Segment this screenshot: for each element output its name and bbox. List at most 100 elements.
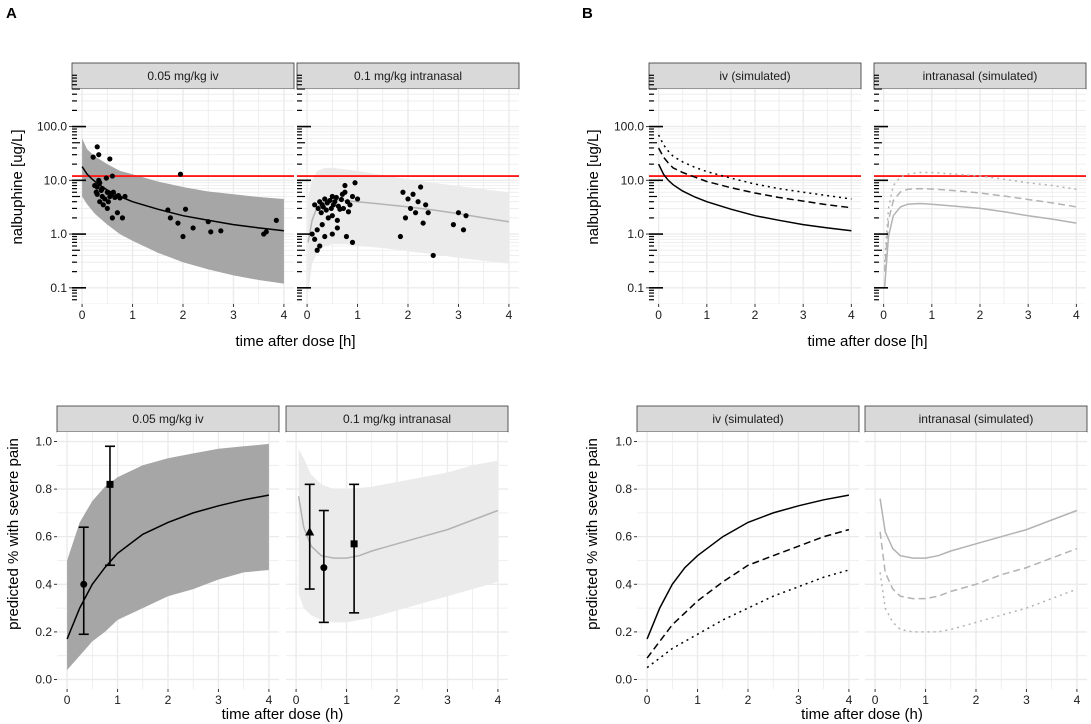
data-point (325, 215, 331, 221)
x-tick-label: 3 (795, 693, 802, 707)
x-tick-label: 0 (304, 308, 311, 322)
y-tick-label: 0.8 (615, 482, 632, 496)
facet-B_top-0: iv (simulated) 0 1 2 3 4 (648, 62, 862, 322)
data-point (119, 215, 126, 221)
data-point (340, 205, 347, 212)
chart-A_bottom: 0.05 mg/kg iv 0 1 2 3 4 0.1 mg/kg intranasal 0 1… (5, 405, 509, 723)
series-line-dashed (646, 528, 850, 659)
data-point (423, 202, 429, 208)
errorbar-point-triangle (305, 526, 315, 536)
data-point (342, 182, 348, 189)
data-point (405, 196, 411, 202)
data-point (96, 152, 102, 158)
data-point (218, 228, 224, 234)
data-layer (66, 443, 270, 670)
data-layer (297, 448, 499, 624)
series-line-dashed (657, 147, 852, 209)
facet-strip (285, 405, 509, 433)
x-axis-title: time after dose [h] (235, 333, 355, 350)
x-tick-label: 3 (1025, 308, 1032, 322)
data-point (312, 236, 318, 242)
data-point (99, 186, 105, 192)
data-point (107, 156, 113, 162)
gridlines (637, 432, 859, 689)
x-tick-label: 4 (1074, 693, 1081, 707)
x-tick-label: 1 (928, 308, 935, 322)
series-line-dotted (646, 569, 850, 669)
data-point (329, 231, 335, 237)
chart-A_top: 0.05 mg/kg iv 0 1 2 3 4 0.1 mg/kg intranasal 0 1… (9, 62, 520, 350)
data-point (333, 194, 339, 201)
data-point (97, 180, 103, 186)
x-tick-label: 4 (1073, 308, 1080, 322)
data-point (349, 239, 356, 245)
x-tick-label: 2 (977, 308, 984, 322)
data-point (338, 196, 344, 203)
y-tick-label: 0.2 (615, 625, 632, 639)
facet-B_bottom-0: iv (simulated) 0 1 2 3 4 (636, 405, 860, 707)
x-tick-label: 1 (694, 693, 701, 707)
data-point (102, 196, 108, 202)
data-point (263, 229, 269, 235)
facet-strip-label: 0.1 mg/kg intranasal (343, 412, 451, 426)
x-tick-label: 1 (343, 693, 350, 707)
data-point (334, 217, 340, 223)
y-tick-label: 100.0 (614, 120, 644, 134)
series-line-dotted (883, 171, 1077, 263)
y-tick-label: 0.4 (615, 577, 632, 591)
x-tick-label: 3 (215, 693, 222, 707)
data-point (322, 196, 328, 202)
x-tick-label: 2 (394, 693, 401, 707)
facet-B_bottom-1: intranasal (simulated) 0 1 2 3 4 (864, 405, 1088, 707)
y-tick-label: 1.0 (627, 227, 644, 241)
y-tick-label: 0.4 (35, 577, 52, 591)
x-tick-label: 2 (973, 693, 980, 707)
data-point (347, 202, 353, 208)
data-point (322, 233, 328, 240)
data-point (315, 205, 321, 212)
data-point (205, 219, 211, 225)
facet-strip-label: 0.1 mg/kg intranasal (354, 69, 462, 83)
errorbar-point-square (106, 480, 114, 488)
x-tick-label: 0 (293, 693, 300, 707)
data-point (329, 213, 335, 219)
x-tick-label: 3 (444, 693, 451, 707)
series-line-dotted (657, 134, 852, 200)
facet-A_top-0: 0.05 mg/kg iv 0 1 2 3 4 (71, 62, 295, 322)
data-layer (874, 171, 1086, 288)
y-tick-label: 1.0 (35, 435, 52, 449)
data-point (412, 210, 419, 216)
x-tick-label: 3 (230, 308, 237, 322)
data-layer (646, 494, 850, 669)
prediction-band (82, 138, 284, 284)
median-line (81, 166, 284, 232)
x-tick-label: 3 (1023, 693, 1030, 707)
log-ticks (297, 74, 311, 301)
data-point (410, 191, 416, 197)
data-point (352, 180, 358, 186)
series-line-solid (883, 202, 1077, 288)
data-point (323, 207, 329, 213)
x-tick-label: 0 (644, 693, 651, 707)
y-axis-title: predicted % with severe pain (5, 438, 22, 630)
data-point (109, 173, 115, 179)
facet-strip (873, 62, 1087, 90)
data-point (450, 222, 457, 228)
data-point (407, 205, 414, 212)
y-tick-label: 0.2 (35, 625, 52, 639)
x-tick-label: 0 (880, 308, 887, 322)
y-tick-label: 1.0 (50, 227, 67, 241)
x-tick-label: 1 (114, 693, 121, 707)
data-point (349, 193, 356, 200)
prediction-band (67, 443, 269, 670)
data-point (110, 189, 116, 195)
x-tick-label: 0 (872, 693, 879, 707)
data-point (420, 220, 426, 226)
x-tick-label: 2 (745, 693, 752, 707)
x-tick-label: 2 (180, 308, 187, 322)
series-line-dashed (883, 187, 1077, 272)
data-point (455, 210, 462, 216)
data-point (109, 215, 115, 221)
data-point (117, 195, 123, 201)
